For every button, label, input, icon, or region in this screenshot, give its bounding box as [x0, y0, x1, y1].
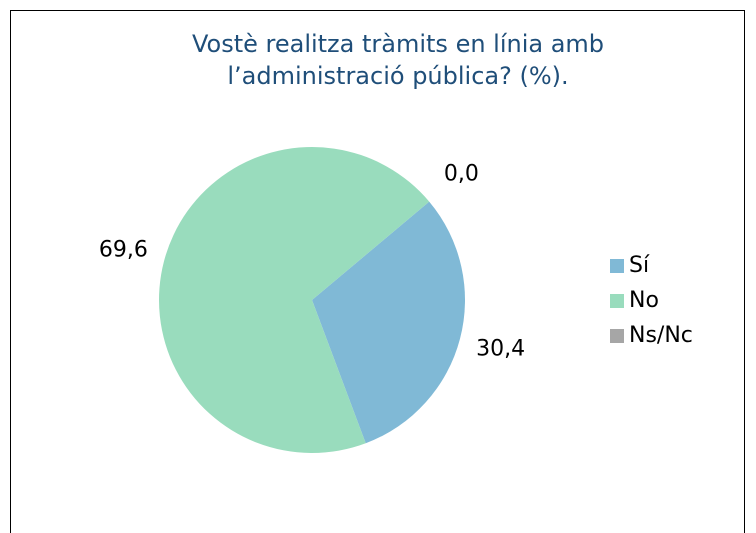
pie-slice [159, 146, 430, 453]
legend-label: No [629, 288, 659, 313]
legend-swatch [610, 259, 624, 273]
chart-title: Vostè realitza tràmits en línia amb [192, 30, 604, 58]
data-label: 69,6 [99, 237, 148, 262]
chart-title: l’administració pública? (%). [227, 62, 568, 90]
data-label: 30,4 [476, 337, 525, 362]
pie-slice [312, 201, 465, 444]
legend-swatch [610, 294, 624, 308]
legend-swatch [610, 329, 624, 343]
data-label: 0,0 [444, 162, 479, 187]
legend-label: Ns/Nc [629, 323, 693, 348]
legend-label: Sí [629, 253, 650, 278]
